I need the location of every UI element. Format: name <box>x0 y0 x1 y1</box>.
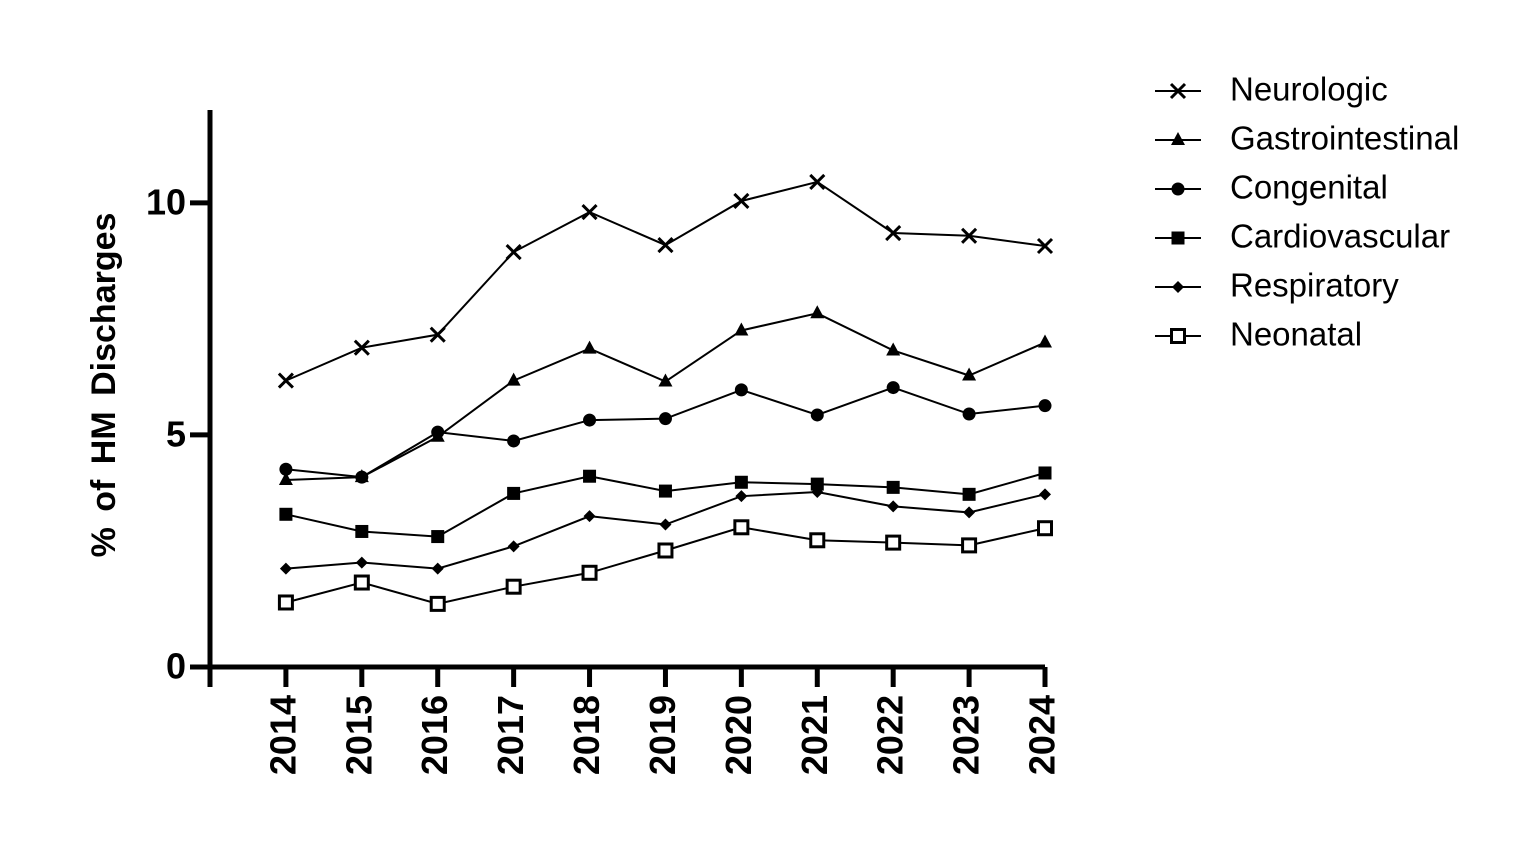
y-axis-label: % of HM Discharges <box>85 213 123 558</box>
legend-marker <box>1171 231 1185 245</box>
y-tick-label: 10 <box>146 181 186 222</box>
marker <box>581 564 598 581</box>
x-tick-label: 2014 <box>262 695 303 775</box>
marker <box>583 469 597 483</box>
marker <box>734 322 749 336</box>
marker <box>279 507 293 521</box>
marker <box>431 425 445 439</box>
marker <box>962 367 977 381</box>
marker <box>811 486 824 499</box>
marker <box>809 532 826 549</box>
marker <box>887 500 900 513</box>
marker <box>734 383 748 397</box>
legend-label: Gastrointestinal <box>1230 120 1459 157</box>
x-tick-label: 2022 <box>870 695 911 775</box>
marker <box>657 542 674 559</box>
y-tick-label: 0 <box>166 646 186 687</box>
x-tick-label: 2024 <box>1022 695 1063 775</box>
legend-marker <box>1171 182 1185 196</box>
x-tick-label: 2017 <box>490 695 531 775</box>
marker <box>1038 334 1052 348</box>
y-tick-label: 5 <box>166 413 186 454</box>
marker <box>886 480 900 494</box>
marker <box>733 519 750 536</box>
marker <box>583 510 596 523</box>
marker <box>810 305 825 319</box>
marker <box>279 462 293 476</box>
marker <box>505 578 522 595</box>
marker <box>1039 488 1051 501</box>
x-tick-label: 2021 <box>794 695 835 775</box>
marker <box>733 192 750 210</box>
marker <box>658 373 673 387</box>
marker <box>1037 520 1053 537</box>
marker <box>962 407 976 421</box>
marker <box>885 224 902 242</box>
legend-marker <box>1171 132 1185 145</box>
marker <box>429 595 446 612</box>
marker <box>431 562 444 575</box>
marker <box>961 537 978 554</box>
marker <box>734 475 748 489</box>
x-tick-label: 2015 <box>338 695 379 775</box>
marker <box>659 518 672 531</box>
marker <box>353 574 370 591</box>
marker <box>277 594 294 611</box>
marker <box>735 490 748 503</box>
x-tick-label: 2019 <box>642 695 683 775</box>
marker <box>885 534 902 551</box>
marker <box>505 243 522 261</box>
marker <box>278 471 293 485</box>
marker <box>1038 466 1052 480</box>
series-line <box>285 386 1046 479</box>
marker <box>1036 237 1054 255</box>
legend-label: Cardiovascular <box>1230 218 1450 255</box>
marker <box>809 173 826 191</box>
marker <box>277 372 294 389</box>
marker <box>355 556 368 569</box>
marker <box>963 506 976 519</box>
marker <box>810 477 824 491</box>
marker <box>429 326 446 343</box>
marker <box>657 237 674 254</box>
marker <box>507 486 521 500</box>
marker <box>507 434 521 448</box>
legend-marker <box>1172 281 1184 293</box>
marker <box>658 412 672 426</box>
marker <box>507 540 520 553</box>
legend-label: Congenital <box>1230 169 1388 206</box>
x-tick-label: 2023 <box>946 695 987 775</box>
x-tick-label: 2018 <box>566 695 607 775</box>
marker <box>353 339 370 356</box>
marker <box>279 562 292 575</box>
marker <box>810 408 824 422</box>
legend-label: Respiratory <box>1230 267 1399 304</box>
marker <box>583 413 597 427</box>
marker <box>431 530 445 544</box>
legend-label: Neurologic <box>1230 71 1388 108</box>
marker <box>506 372 521 386</box>
marker <box>962 487 976 501</box>
marker <box>886 342 901 356</box>
marker <box>886 381 900 395</box>
series-line <box>285 180 1046 382</box>
marker <box>582 340 597 354</box>
marker <box>658 484 672 498</box>
marker <box>355 524 369 538</box>
legend-label: Neonatal <box>1230 316 1362 353</box>
x-tick-label: 2020 <box>718 695 759 775</box>
legend-marker <box>1170 328 1186 344</box>
marker <box>961 227 978 244</box>
marker <box>1038 399 1052 413</box>
marker <box>581 204 598 221</box>
legend-marker <box>1169 82 1187 100</box>
marker <box>355 470 369 484</box>
x-tick-label: 2016 <box>414 695 455 775</box>
